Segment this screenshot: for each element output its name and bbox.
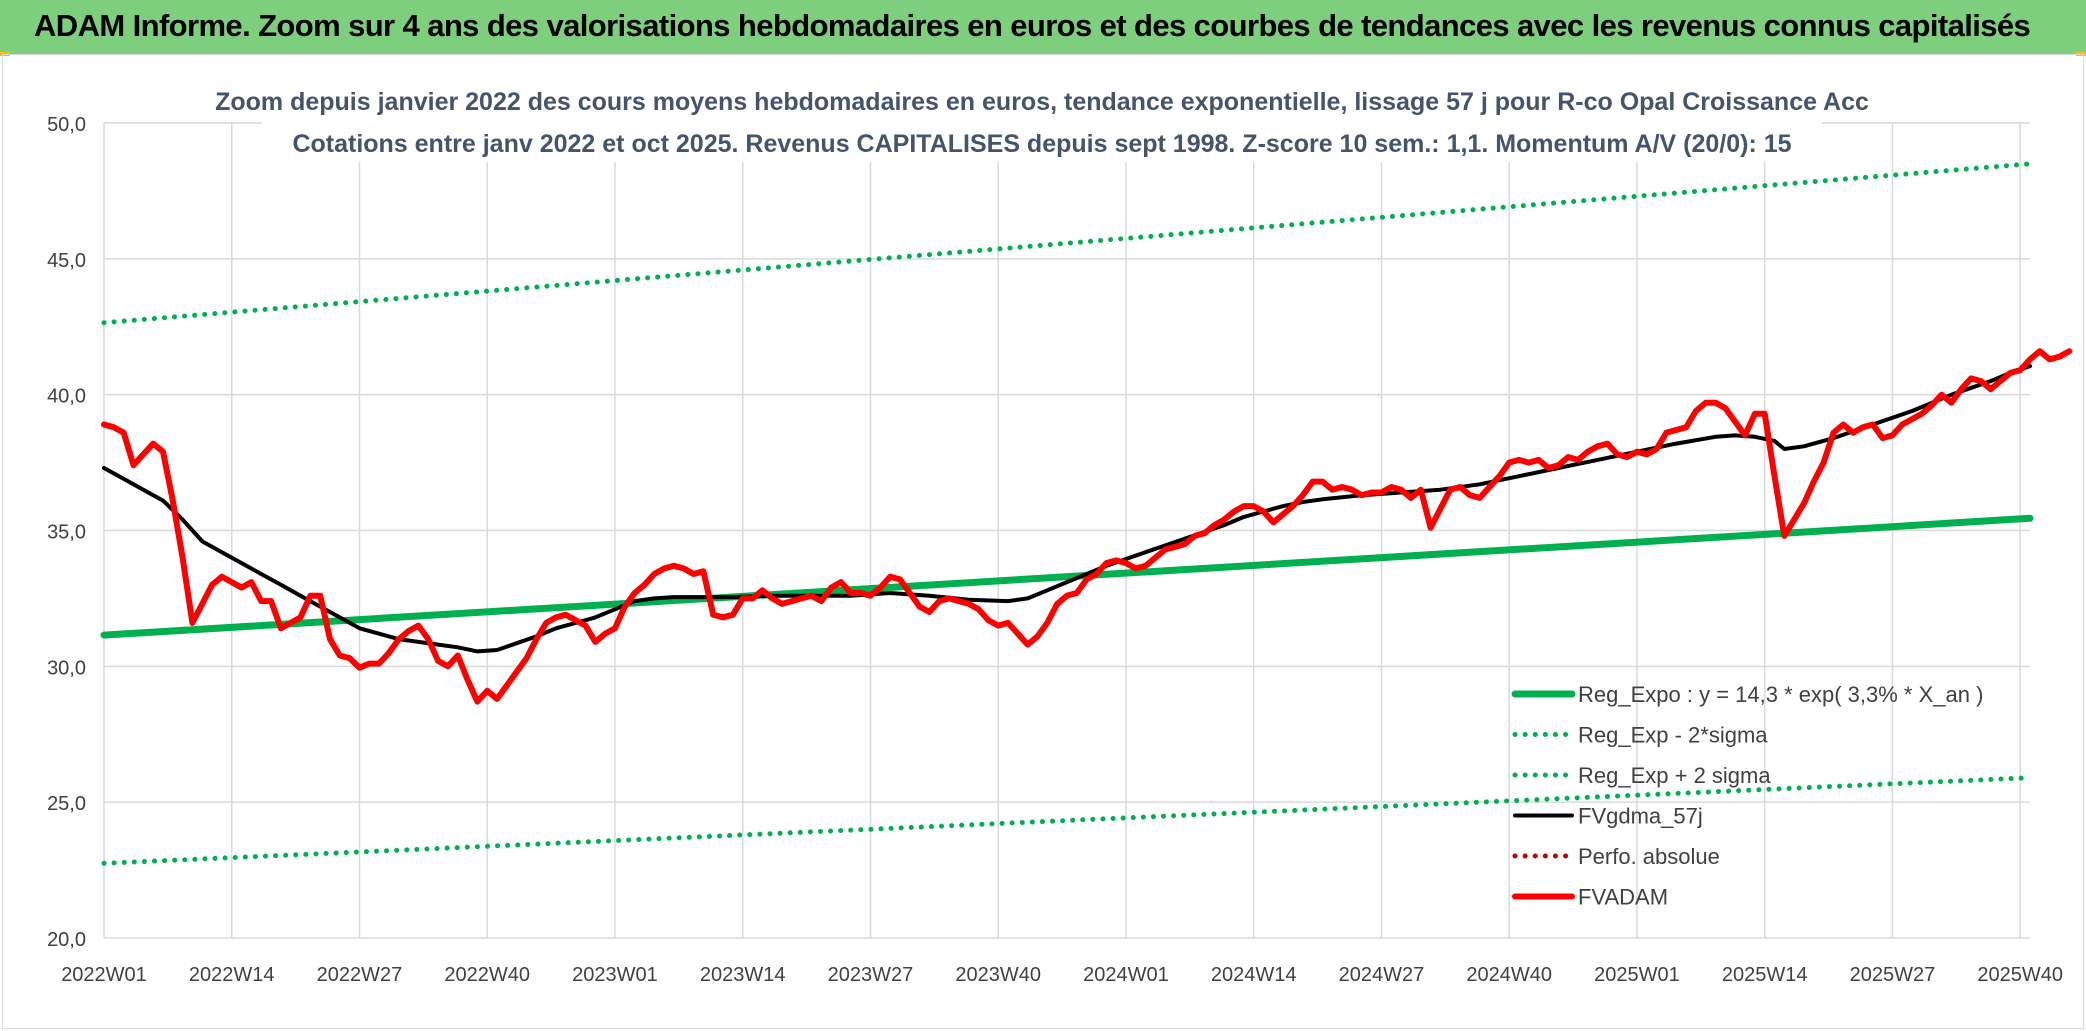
- trend-line-minus-2sigma: [101, 775, 2033, 866]
- x-tick-label: 2025W01: [1594, 964, 1680, 986]
- x-tick-label: 2025W14: [1722, 964, 1808, 986]
- x-tick-label: 2022W01: [61, 964, 147, 986]
- x-tick-label: 2023W40: [955, 964, 1041, 986]
- legend-label: Reg_Exp + 2 sigma: [1578, 763, 1771, 788]
- legend-label: Reg_Expo : y = 14,3 * exp( 3,3% * X_an ): [1578, 682, 1983, 707]
- x-tick-label: 2023W27: [828, 964, 914, 986]
- legend-perfo-absolue: Perfo. absolue: [1512, 844, 1720, 869]
- legend-label: FVADAM: [1578, 885, 1668, 910]
- price-line-fvadam: [101, 348, 2073, 705]
- y-tick-label: 45,0: [47, 250, 86, 272]
- x-tick-label: 2022W14: [189, 964, 275, 986]
- legend-label: Reg_Exp - 2*sigma: [1578, 723, 1768, 748]
- legend-fvadam: FVADAM: [1512, 885, 1668, 910]
- x-tick-label: 2024W40: [1466, 964, 1552, 986]
- grid: [103, 122, 2030, 939]
- x-tick-label: 2023W14: [700, 964, 786, 986]
- legend-regexpo: Reg_Expo : y = 14,3 * exp( 3,3% * X_an ): [1511, 682, 1983, 707]
- banner-title: ADAM Informe. Zoom sur 4 ans des valoris…: [34, 8, 2031, 43]
- x-tick-label: 2022W40: [444, 964, 530, 986]
- x-tick-label: 2024W27: [1339, 964, 1425, 986]
- x-axis: 2022W01 2022W14 2022W27 2022W40 2023W01 2023W…: [61, 964, 2063, 986]
- x-tick-label: 2022W27: [317, 964, 403, 986]
- legend-fvgdma57j: FVgdma_57j: [1513, 804, 1703, 829]
- y-tick-label: 35,0: [47, 522, 86, 544]
- smooth-line-fvgdma57j: [102, 364, 2032, 654]
- y-axis: 20,0 25,0 30,0 35,0 40,0 45,0 50,0: [47, 114, 86, 951]
- y-tick-label: 30,0: [47, 657, 86, 679]
- legend-label: FVgdma_57j: [1578, 804, 1703, 829]
- legend-label: Perfo. absolue: [1578, 844, 1720, 869]
- x-tick-label: 2025W27: [1850, 964, 1936, 986]
- chart-title-line-2: Cotations entre janv 2022 et oct 2025. R…: [292, 130, 1791, 158]
- legend-plus-2sigma: Reg_Exp + 2 sigma: [1512, 763, 1771, 788]
- banner: ADAM Informe. Zoom sur 4 ans des valoris…: [0, 0, 2086, 55]
- y-tick-label: 40,0: [47, 386, 86, 408]
- title-background: [262, 76, 1822, 162]
- y-tick-label: 50,0: [47, 114, 86, 136]
- y-tick-label: 20,0: [47, 929, 86, 951]
- x-tick-label: 2024W14: [1211, 964, 1297, 986]
- chart-frame: [2, 54, 2084, 1029]
- trend-line-plus-2sigma: [101, 161, 2033, 326]
- x-tick-label: 2023W01: [572, 964, 658, 986]
- x-tick-label: 2025W40: [1977, 964, 2063, 986]
- y-tick-label: 25,0: [47, 793, 86, 815]
- series-layer: [100, 161, 2073, 866]
- chart-title-line-1: Zoom depuis janvier 2022 des cours moyen…: [215, 88, 1869, 116]
- legend-minus-2sigma: Reg_Exp - 2*sigma: [1512, 723, 1768, 748]
- trend-line-regexpo: [100, 514, 2034, 639]
- x-tick-label: 2024W01: [1083, 964, 1169, 986]
- legend: Reg_Expo : y = 14,3 * exp( 3,3% * X_an )…: [1511, 682, 1983, 910]
